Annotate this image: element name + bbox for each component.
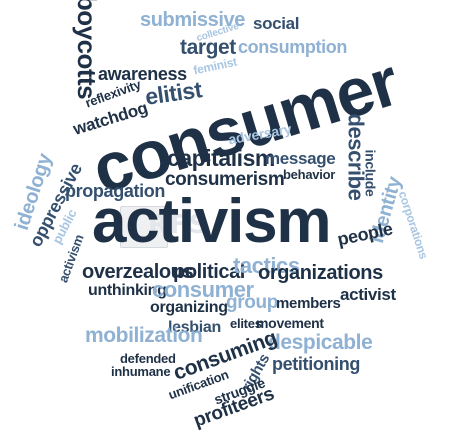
word-consumption: consumption	[238, 37, 348, 57]
word-defended: defended	[120, 351, 176, 366]
word-tactics: tactics	[233, 253, 300, 278]
word-consumer-small: consumer	[152, 277, 254, 302]
word-lesbian: lesbian	[168, 319, 221, 336]
word-despicable: despicable	[268, 331, 373, 354]
word-activism-main: activism	[92, 187, 331, 256]
word-capitalism: capitalism	[167, 145, 275, 171]
word-mobilization: mobilization	[85, 324, 203, 347]
word-organizations: organizations	[258, 262, 383, 284]
word-unthinking: unthinking	[88, 282, 167, 299]
word-petitioning: petitioning	[272, 354, 361, 374]
word-organizing: organizing	[150, 299, 228, 316]
word-movement: movement	[256, 315, 324, 331]
watermark-text: RFS	[148, 210, 210, 240]
word-propagation: propagation	[65, 181, 166, 201]
word-political: political	[173, 261, 245, 283]
word-members: members	[276, 295, 341, 312]
word-boycotts: boycotts	[72, 0, 103, 100]
word-social: social	[253, 14, 300, 33]
word-target: target	[180, 36, 236, 59]
word-inhumane: inhumane	[111, 364, 171, 379]
word-activist: activist	[340, 285, 396, 304]
word-submissive: submissive	[140, 9, 245, 31]
word-awareness: awareness	[98, 64, 187, 84]
watermark-camera-icon	[120, 206, 168, 248]
word-overzealous: overzealous	[82, 261, 194, 283]
word-consumerism: consumerism	[165, 169, 285, 190]
word-elites: elites	[230, 316, 262, 331]
word-group: group	[226, 292, 278, 313]
word-corporations: corporations	[395, 189, 431, 261]
word-include: include	[362, 149, 379, 197]
word-behavior: behavior	[283, 167, 336, 182]
word-message: message	[265, 149, 336, 168]
